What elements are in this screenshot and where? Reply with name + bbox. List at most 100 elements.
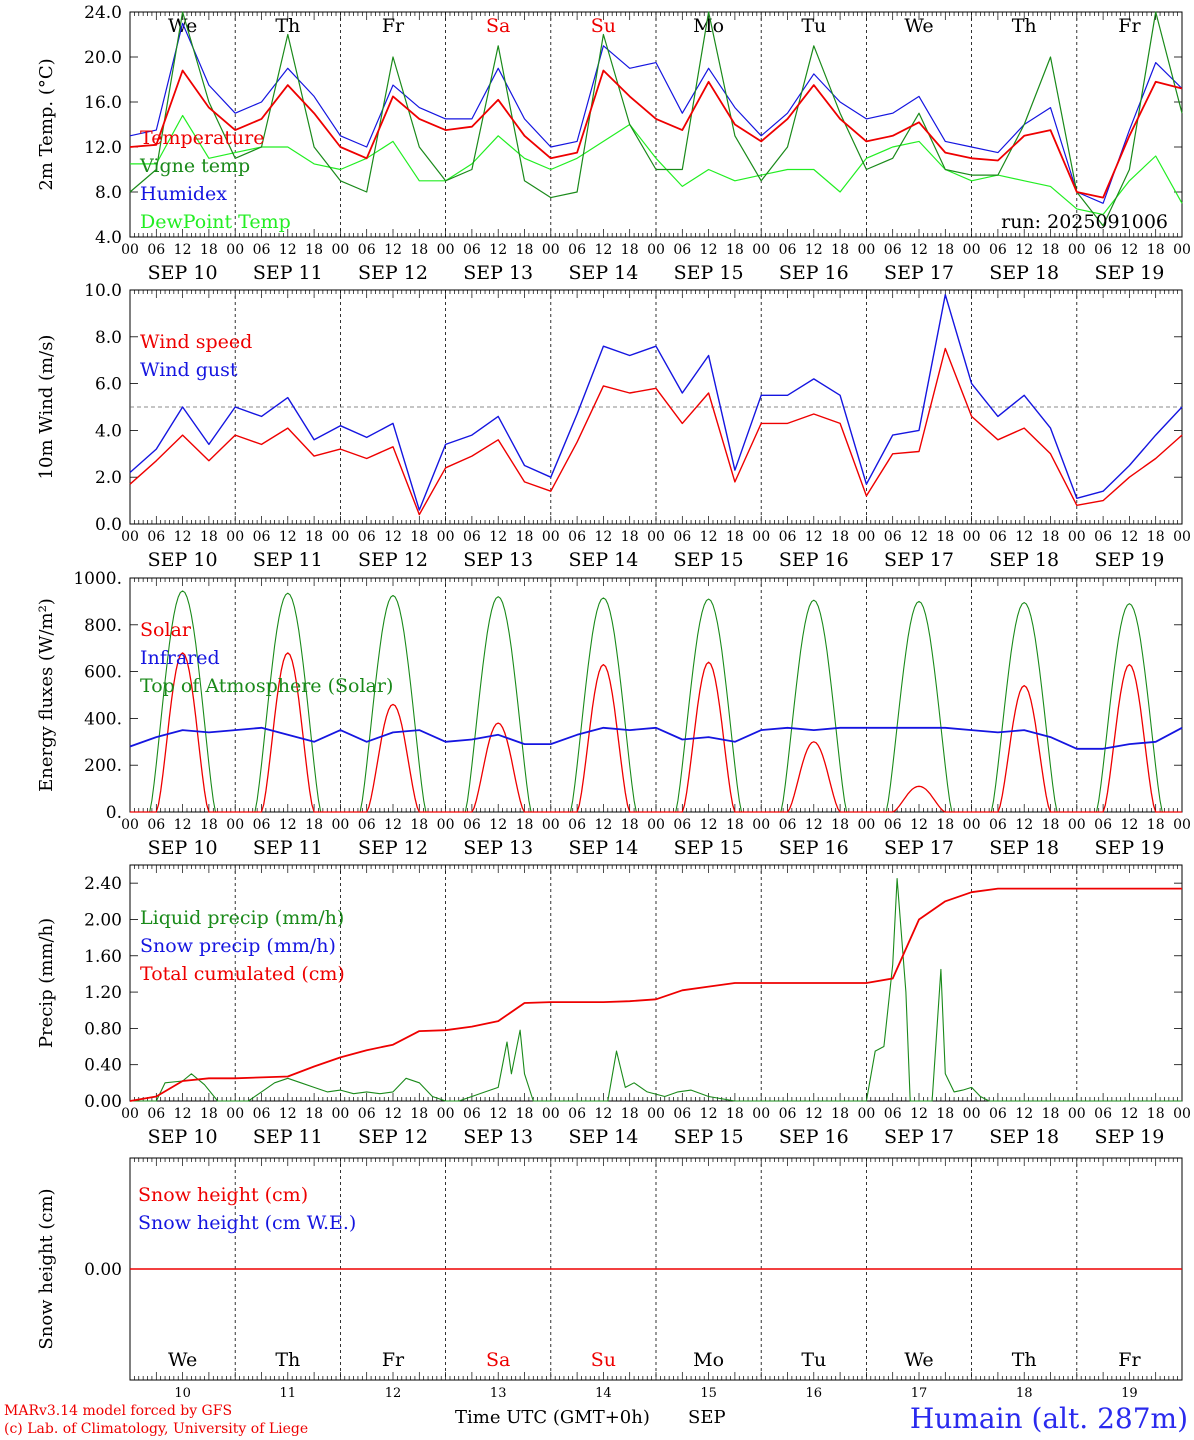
date-label: SEP 17 xyxy=(884,262,954,284)
legend-liquid-precip-mm-h-: Liquid precip (mm/h) xyxy=(140,907,344,929)
hour-tick-label: 06 xyxy=(463,529,481,545)
hour-tick-label: 12 xyxy=(700,242,718,258)
hour-tick-label: 00 xyxy=(226,242,244,258)
hour-tick-label: 00 xyxy=(752,817,770,833)
hour-tick-label: 18 xyxy=(936,1106,954,1122)
y-axis-label: Precip (mm/h) xyxy=(36,918,57,1048)
weekday-label: Fr xyxy=(382,15,405,37)
hour-tick-label: 00 xyxy=(857,1106,875,1122)
series-humidex xyxy=(129,22,1183,204)
date-label: SEP 19 xyxy=(1094,1126,1164,1148)
legend-snow-height-cm-: Snow height (cm) xyxy=(138,1184,308,1206)
y-tick-label: 8.0 xyxy=(95,183,122,203)
hour-tick-label: 00 xyxy=(121,1106,139,1122)
hour-tick-label: 00 xyxy=(647,1106,665,1122)
y-axis-label: Energy fluxes (W/m²) xyxy=(36,598,57,792)
series-total-cumulated xyxy=(129,887,1182,1102)
date-label: SEP 16 xyxy=(779,837,849,859)
legend-solar: Solar xyxy=(140,619,192,641)
date-label: SEP 18 xyxy=(989,1126,1059,1148)
hour-tick-label: 00 xyxy=(542,817,560,833)
hour-tick-label: 00 xyxy=(752,1106,770,1122)
hour-tick-label: 00 xyxy=(1068,242,1086,258)
y-tick-label: 20.0 xyxy=(84,48,122,68)
weekday-label: Sa xyxy=(486,15,510,37)
hour-tick-label: 12 xyxy=(805,1106,823,1122)
hour-tick-label: 06 xyxy=(1094,817,1112,833)
day-number-label: 13 xyxy=(490,1386,507,1401)
legend-total-cumulated-cm-: Total cumulated (cm) xyxy=(140,963,345,985)
date-label: SEP 12 xyxy=(358,549,428,571)
date-label: SEP 19 xyxy=(1094,262,1164,284)
hour-tick-label: 06 xyxy=(253,817,271,833)
hour-tick-label: 18 xyxy=(516,529,534,545)
hour-tick-label: 18 xyxy=(200,1106,218,1122)
y-tick-label: 4.0 xyxy=(95,421,122,441)
hour-tick-label: 12 xyxy=(384,242,402,258)
month-label: SEP xyxy=(688,1407,726,1428)
legend-humidex: Humidex xyxy=(140,183,227,205)
hour-tick-label: 12 xyxy=(174,242,192,258)
hour-tick-label: 06 xyxy=(673,529,691,545)
hour-tick-label: 06 xyxy=(463,242,481,258)
hour-tick-label: 00 xyxy=(542,1106,560,1122)
hour-tick-label: 12 xyxy=(700,817,718,833)
hour-tick-label: 12 xyxy=(489,817,507,833)
date-label: SEP 10 xyxy=(148,262,218,284)
hour-tick-label: 12 xyxy=(384,1106,402,1122)
y-tick-label: 200. xyxy=(84,756,122,776)
weekday-label: Fr xyxy=(1118,15,1141,37)
hour-tick-label: 06 xyxy=(568,529,586,545)
hour-tick-label: 12 xyxy=(1120,242,1138,258)
y-tick-label: 0.80 xyxy=(84,1019,122,1039)
hour-tick-label: 12 xyxy=(279,1106,297,1122)
hour-tick-label: 00 xyxy=(121,817,139,833)
series-wind-speed xyxy=(129,347,1183,516)
hour-tick-label: 12 xyxy=(279,242,297,258)
hour-tick-label: 18 xyxy=(726,1106,744,1122)
hour-tick-label: 06 xyxy=(673,817,691,833)
hour-tick-label: 18 xyxy=(305,242,323,258)
hour-tick-label: 00 xyxy=(542,529,560,545)
weekday-label: Fr xyxy=(382,1349,405,1371)
hour-tick-label: 12 xyxy=(594,817,612,833)
hour-tick-label: 00 xyxy=(963,529,981,545)
hour-tick-label: 12 xyxy=(1015,529,1033,545)
hour-tick-label: 18 xyxy=(936,242,954,258)
legend-top-of-atmosphere-solar-: Top of Atmosphere (Solar) xyxy=(140,675,393,697)
time-axis-title: Time UTC (GMT+0h) xyxy=(455,1407,650,1428)
hour-tick-label: 18 xyxy=(831,529,849,545)
hour-tick-label: 00 xyxy=(226,529,244,545)
hour-tick-label: 06 xyxy=(884,529,902,545)
weekday-label: Mo xyxy=(693,15,724,37)
hour-tick-label: 18 xyxy=(200,817,218,833)
date-label: SEP 11 xyxy=(253,837,323,859)
station-label: Humain (alt. 287m) xyxy=(909,1402,1188,1435)
hour-tick-label: 00 xyxy=(1068,817,1086,833)
run-annotation: run: 2025091006 xyxy=(1001,211,1168,233)
weekday-label: Fr xyxy=(1118,1349,1141,1371)
date-label: SEP 13 xyxy=(463,837,533,859)
hour-tick-label: 18 xyxy=(410,1106,428,1122)
date-label: SEP 10 xyxy=(148,837,218,859)
hour-tick-label: 18 xyxy=(1147,817,1165,833)
hour-tick-label: 12 xyxy=(910,817,928,833)
y-tick-label: 0. xyxy=(106,803,122,823)
hour-tick-label: 18 xyxy=(200,242,218,258)
hour-tick-label: 18 xyxy=(410,817,428,833)
hour-tick-label: 06 xyxy=(884,1106,902,1122)
hour-tick-label: 00 xyxy=(1068,529,1086,545)
y-axis-label: Snow height (cm) xyxy=(36,1188,57,1349)
hour-tick-label: 18 xyxy=(1042,242,1060,258)
y-tick-label: 800. xyxy=(84,616,122,636)
weekday-label: Tu xyxy=(801,1349,826,1371)
hour-tick-label: 06 xyxy=(673,1106,691,1122)
weekday-label: We xyxy=(168,1349,197,1371)
hour-tick-label: 12 xyxy=(279,817,297,833)
hour-tick-label: 06 xyxy=(358,529,376,545)
hour-tick-label: 12 xyxy=(700,529,718,545)
date-label: SEP 19 xyxy=(1094,549,1164,571)
hour-tick-label: 18 xyxy=(305,1106,323,1122)
hour-tick-label: 18 xyxy=(831,817,849,833)
date-label: SEP 14 xyxy=(568,1126,638,1148)
